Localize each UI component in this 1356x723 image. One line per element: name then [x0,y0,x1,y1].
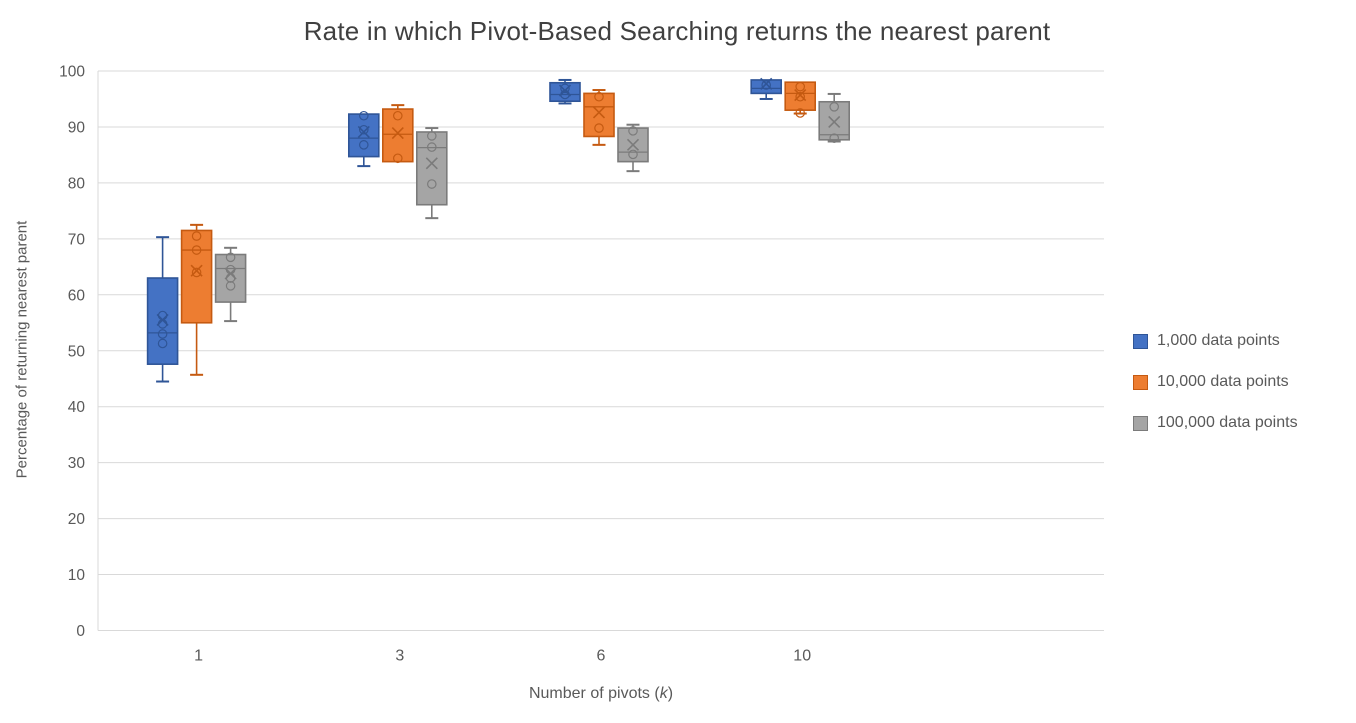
legend-swatch [1133,374,1148,390]
mean-x-marker [190,264,203,277]
data-point-circle [761,80,771,90]
legend-label: 100,000 data points [1157,414,1298,431]
data-point-circle [426,142,437,152]
mean-x-marker [828,115,841,128]
box-rect [818,100,851,141]
y-tick-label: 100 [59,64,85,81]
mean-x-marker [391,127,404,140]
data-point-circle [157,338,168,349]
box-rect [214,253,247,303]
legend-item: 1,000 data points [1133,331,1298,351]
data-point-circle [157,329,168,339]
box-rect [415,131,448,206]
x-axis-title: Number of pivots (k) [98,685,1104,703]
y-tick-label: 50 [68,343,86,360]
data-point-circle [594,123,604,133]
x-axis-title-prefix: Number of pivots ( [528,685,660,702]
legend-swatch [1133,415,1148,431]
x-axis-title-variable: k [659,685,668,702]
y-tick-label: 70 [68,231,86,248]
y-tick-label: 20 [68,511,86,528]
mean-x-marker [626,138,640,151]
data-point-circle [358,110,369,121]
chart-title: Rate in which Pivot-Based Searching retu… [303,16,1051,46]
x-tick-label: 3 [395,648,404,665]
data-point-circle [191,231,202,241]
box-rect [381,108,414,163]
data-point-circle [628,126,638,136]
x-tick-label: 10 [793,648,811,665]
box-rect [583,92,615,138]
data-point-circle [628,149,638,160]
mean-x-marker [592,106,606,119]
data-point-circle [358,140,369,150]
data-point-circle [829,102,839,112]
data-point-circle [795,91,805,102]
mean-x-marker [224,267,237,280]
y-tick-label: 60 [68,287,86,304]
x-tick-label: 6 [597,648,606,665]
legend: 1,000 data points 10,000 data points 100,0… [1133,331,1298,454]
box-rect [347,113,380,158]
legend-item: 10,000 data points [1133,372,1298,392]
y-tick-label: 30 [68,455,86,472]
y-tick-label: 40 [68,399,86,416]
data-point-circle [426,179,437,189]
mean-x-marker [794,88,807,102]
mean-x-marker [425,157,438,170]
legend-label: 1,000 data points [1157,332,1280,349]
data-point-circle [829,133,839,143]
data-point-circle [225,252,236,263]
data-point-circle [392,110,403,121]
data-point-circle [358,124,369,135]
mean-x-marker [156,313,169,327]
data-point-circle [795,108,805,118]
y-tick-label: 10 [68,567,86,584]
data-point-circle [191,267,202,278]
data-point-circle [191,245,202,255]
box-rect [750,79,783,95]
legend-item: 100,000 data points [1133,413,1298,433]
data-point-circle [560,83,570,94]
data-point-circle [426,131,437,141]
mean-x-marker [357,125,370,139]
data-point-circle [594,91,604,102]
mean-x-marker [760,77,773,90]
data-point-circle [795,81,805,92]
x-axis-title-suffix: ) [667,685,674,702]
data-point-circle [392,153,403,164]
y-tick-label: 0 [76,623,85,640]
legend-swatch [1133,333,1148,349]
mean-x-marker [558,84,572,97]
y-tick-label: 80 [68,175,86,192]
x-tick-label: 1 [194,648,203,665]
data-point-circle [225,281,236,291]
y-tick-label: 90 [68,119,86,136]
legend-label: 10,000 data points [1157,373,1289,390]
